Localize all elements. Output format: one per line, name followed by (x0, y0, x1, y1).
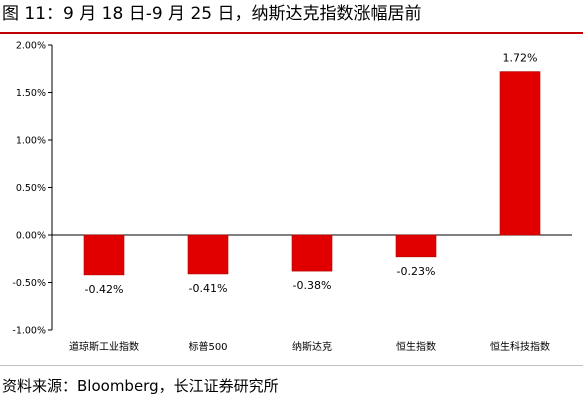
title-divider (0, 32, 583, 34)
y-tick-label: 1.50% (16, 88, 46, 99)
x-tick-label: 恒生指数 (396, 340, 436, 353)
x-tick-label: 纳斯达克 (292, 340, 332, 353)
x-tick-label: 道琼斯工业指数 (69, 340, 139, 353)
bar (83, 234, 125, 276)
data-label: -0.41% (189, 282, 228, 295)
bar (395, 234, 437, 258)
data-label: -0.42% (85, 283, 124, 296)
data-label: 1.72% (503, 52, 538, 65)
y-tick-label: -1.00% (12, 326, 46, 337)
data-label: -0.23% (397, 265, 436, 278)
bar-chart: 2.00% 1.50% 1.00% 0.50% 0.00% -0.50% -1.00% -0.… (12, 41, 572, 353)
source-divider (0, 365, 583, 366)
source-note: 资料来源：Bloomberg，长江证券研究所 (2, 377, 279, 395)
y-tick-label: 0.50% (16, 183, 46, 194)
data-label: -0.38% (293, 279, 332, 292)
x-tick-label: 恒生科技指数 (490, 340, 550, 353)
x-tick-label: 标普500 (188, 340, 227, 353)
bar (291, 234, 333, 272)
bar (499, 71, 541, 236)
y-tick-label: 1.00% (16, 136, 46, 147)
y-tick-label: -0.50% (12, 278, 46, 289)
bar (187, 234, 229, 275)
y-tick-label: 0.00% (16, 231, 46, 242)
y-tick-label: 2.00% (16, 41, 46, 52)
chart-title: 图 11：9 月 18 日-9 月 25 日，纳斯达克指数涨幅居前 (2, 4, 422, 24)
